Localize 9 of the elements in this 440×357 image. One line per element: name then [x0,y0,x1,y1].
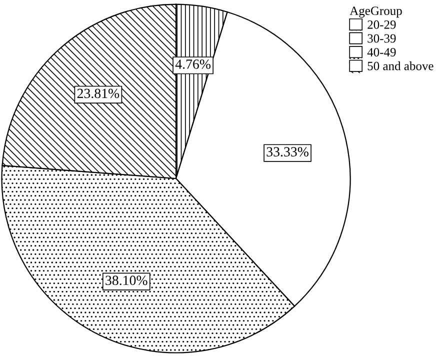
legend-label: 30-39 [368,34,396,43]
legend-label: 40-49 [367,48,396,56]
legend-title: AgeGroup [350,6,402,18]
data-label: 38.10% [106,276,148,286]
data-label: 4.76% [175,59,211,69]
data-label: 23.81% [77,88,120,98]
legend-label: 20-29 [368,20,396,29]
data-label: 33.33% [266,147,308,157]
legend-label: 50 and above [368,61,434,70]
